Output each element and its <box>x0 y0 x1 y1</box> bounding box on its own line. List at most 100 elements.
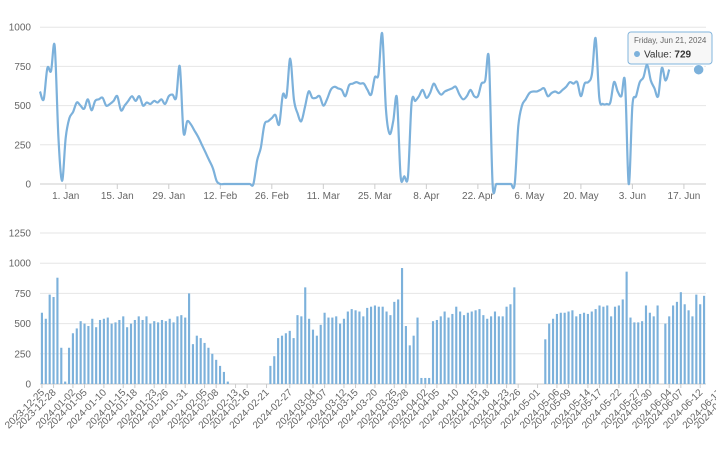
bar[interactable] <box>284 333 287 384</box>
bar[interactable] <box>466 312 469 384</box>
bar[interactable] <box>544 339 547 384</box>
bar[interactable] <box>184 317 187 384</box>
bar[interactable] <box>319 324 322 384</box>
bar[interactable] <box>277 338 280 384</box>
bar[interactable] <box>315 335 318 384</box>
bar[interactable] <box>490 316 493 384</box>
bar[interactable] <box>273 356 276 384</box>
bar[interactable] <box>462 315 466 384</box>
bar[interactable] <box>64 381 67 384</box>
bar[interactable] <box>195 335 198 384</box>
bar[interactable] <box>110 323 113 384</box>
bar[interactable] <box>176 316 179 384</box>
bar[interactable] <box>145 316 148 384</box>
bar[interactable] <box>497 316 500 384</box>
bar[interactable] <box>416 317 419 384</box>
bar[interactable] <box>339 323 342 384</box>
bar[interactable] <box>443 311 446 384</box>
bar[interactable] <box>590 311 593 384</box>
bar[interactable] <box>594 309 597 384</box>
bar[interactable] <box>548 323 551 384</box>
bar[interactable] <box>362 316 365 384</box>
bar[interactable] <box>75 328 78 384</box>
bar[interactable] <box>381 306 384 384</box>
bar[interactable] <box>393 301 396 384</box>
bar[interactable] <box>79 321 82 384</box>
bar[interactable] <box>575 316 578 384</box>
bar[interactable] <box>559 312 562 384</box>
bar[interactable] <box>327 317 330 384</box>
bar[interactable] <box>633 322 636 384</box>
bar[interactable] <box>56 277 59 384</box>
bar[interactable] <box>335 316 338 384</box>
bar[interactable] <box>699 304 702 384</box>
bar[interactable] <box>664 323 667 384</box>
bar[interactable] <box>91 318 94 384</box>
bar[interactable] <box>447 317 450 384</box>
bar[interactable] <box>435 319 438 384</box>
bar[interactable] <box>389 315 392 384</box>
bar[interactable] <box>292 338 295 384</box>
bar[interactable] <box>606 305 609 384</box>
bar[interactable] <box>296 315 299 384</box>
bar[interactable] <box>141 319 144 384</box>
bar[interactable] <box>412 335 415 384</box>
bar[interactable] <box>40 312 43 384</box>
bar[interactable] <box>439 316 442 384</box>
bar[interactable] <box>129 323 133 384</box>
bar[interactable] <box>60 347 63 384</box>
bar[interactable] <box>98 319 102 384</box>
bar[interactable] <box>168 318 171 384</box>
bar[interactable] <box>451 313 454 384</box>
bar[interactable] <box>172 322 175 384</box>
bar[interactable] <box>114 322 117 384</box>
bar[interactable] <box>83 323 86 384</box>
bar[interactable] <box>288 330 291 384</box>
bar[interactable] <box>648 312 651 384</box>
bar[interactable] <box>397 299 400 384</box>
bar[interactable] <box>180 315 183 384</box>
bar[interactable] <box>385 311 388 384</box>
bar[interactable] <box>486 318 489 384</box>
bar[interactable] <box>474 310 477 384</box>
bar[interactable] <box>478 309 481 384</box>
bar[interactable] <box>354 310 357 384</box>
bar[interactable] <box>311 329 315 384</box>
bar[interactable] <box>610 316 613 384</box>
bar[interactable] <box>203 342 206 384</box>
bar[interactable] <box>300 316 303 384</box>
bar[interactable] <box>637 322 640 384</box>
bar[interactable] <box>95 327 98 384</box>
bar[interactable] <box>122 316 125 384</box>
bar[interactable] <box>563 312 566 384</box>
bar[interactable] <box>87 326 90 384</box>
bar[interactable] <box>555 313 558 384</box>
bar[interactable] <box>269 365 272 384</box>
bar[interactable] <box>226 381 229 384</box>
bar[interactable] <box>586 313 589 384</box>
bar[interactable] <box>459 311 462 384</box>
hover-point[interactable] <box>692 63 705 76</box>
bar[interactable] <box>675 301 679 384</box>
bar[interactable] <box>342 318 346 384</box>
bar[interactable] <box>191 344 195 384</box>
bar[interactable] <box>602 306 605 384</box>
bar[interactable] <box>656 305 659 384</box>
bar[interactable] <box>280 335 284 384</box>
bar[interactable] <box>501 316 504 384</box>
bar[interactable] <box>505 306 508 384</box>
bar[interactable] <box>106 317 109 384</box>
bar[interactable] <box>420 377 423 384</box>
bar[interactable] <box>370 306 373 384</box>
bar[interactable] <box>133 319 136 384</box>
bar[interactable] <box>400 268 404 384</box>
bar[interactable] <box>703 295 706 384</box>
bar[interactable] <box>641 321 644 384</box>
bar[interactable] <box>617 305 620 384</box>
bar[interactable] <box>683 304 686 384</box>
bar[interactable] <box>470 311 473 384</box>
bar[interactable] <box>571 310 574 384</box>
bar[interactable] <box>644 305 648 384</box>
bar[interactable] <box>218 365 222 384</box>
bar[interactable] <box>149 323 152 384</box>
